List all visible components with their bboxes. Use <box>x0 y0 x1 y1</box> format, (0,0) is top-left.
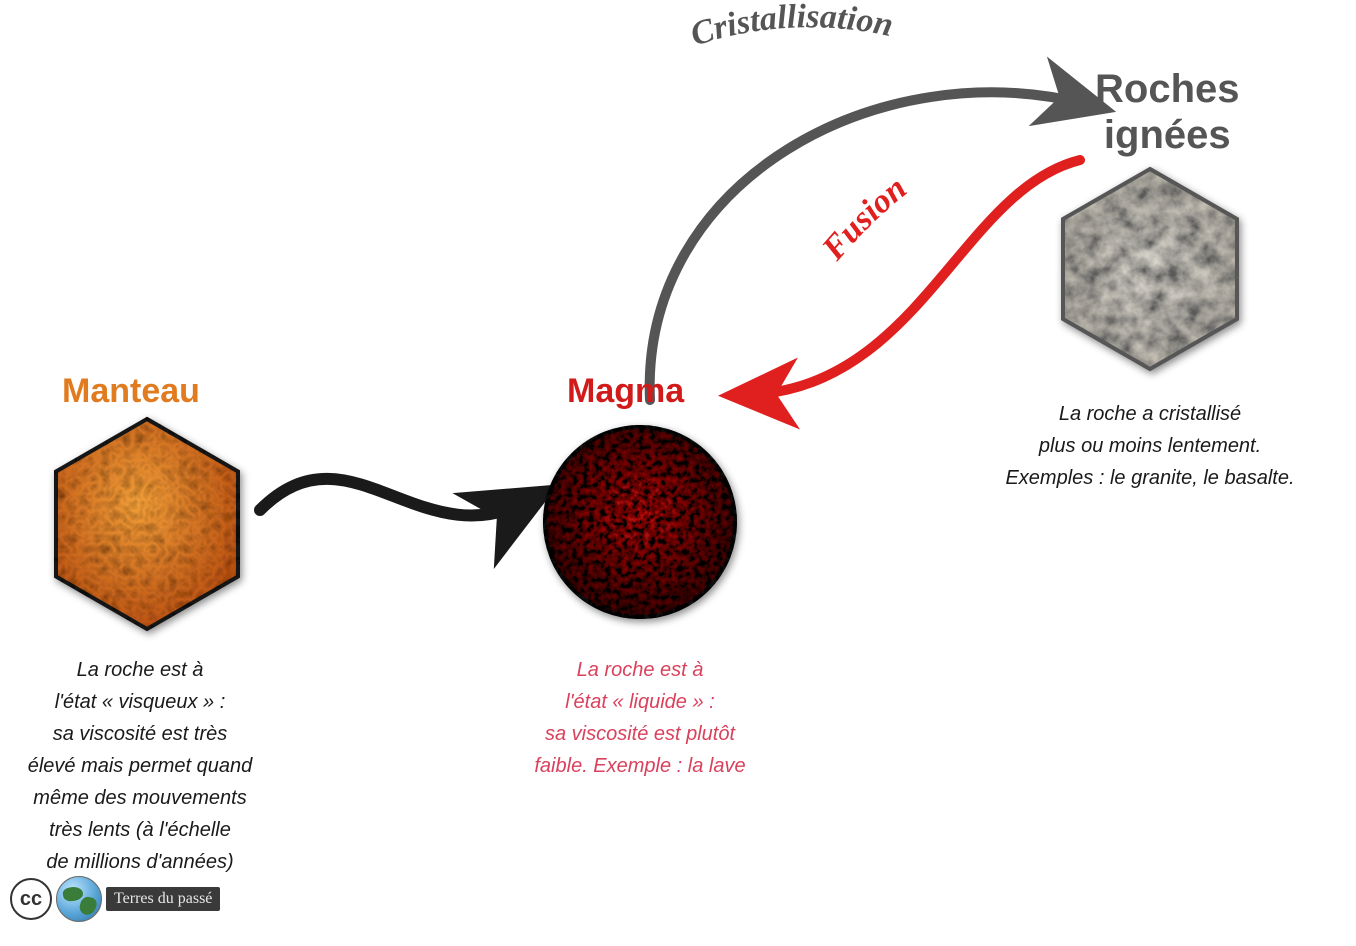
desc-manteau: La roche est à l'état « visqueux » : sa … <box>0 654 280 878</box>
desc-magma: La roche est à l'état « liquide » : sa v… <box>490 654 790 782</box>
title-manteau: Manteau <box>62 372 200 411</box>
site-label: Terres du passé <box>106 887 220 911</box>
edge-manteau-magma <box>260 479 530 516</box>
diagram-canvas: Cristallisation Fusion Manteau Magma Roc… <box>0 0 1356 946</box>
desc-roches: La roche a cristallisé plus ou moins len… <box>970 398 1330 494</box>
globe-icon <box>56 876 102 922</box>
edge-cristallisation <box>650 92 1090 400</box>
attribution-badge: cc Terres du passé <box>10 876 220 922</box>
label-fusion: Fusion <box>815 169 914 267</box>
edge-fusion <box>745 160 1080 395</box>
node-roches-shape <box>1063 169 1237 369</box>
node-manteau-shape <box>56 419 238 629</box>
cc-icon: cc <box>10 878 52 920</box>
node-magma-shape <box>545 427 735 617</box>
title-roches: Roches ignées <box>1095 66 1240 158</box>
title-magma: Magma <box>567 372 684 411</box>
label-cristallisation: Cristallisation <box>686 0 896 53</box>
